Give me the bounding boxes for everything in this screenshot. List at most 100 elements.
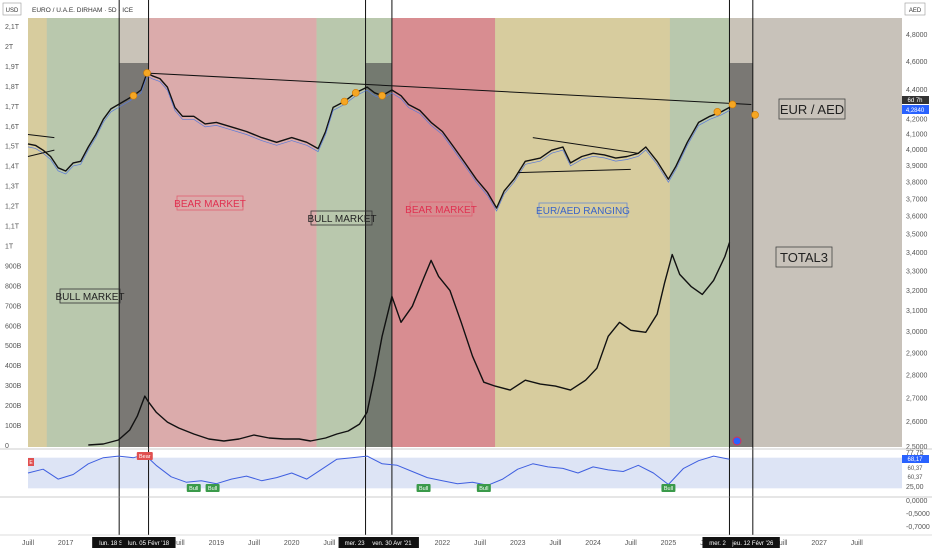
bull-signal-box-4: [661, 484, 676, 492]
bull-signal-box-3: [476, 484, 491, 492]
dark-zone-0: [119, 63, 149, 447]
x-axis-tick-6: Juill: [323, 540, 336, 547]
zone-bear-strong-4: [391, 18, 496, 447]
left-axis-tick-1: 2T: [5, 44, 14, 51]
bull-signal-label-3: Bull: [479, 486, 488, 492]
left-axis-tick-4: 1,7T: [5, 104, 20, 111]
edge-signal-box: [28, 458, 34, 466]
highlight-points: [129, 69, 759, 119]
zone-bear-2: [148, 18, 317, 447]
ranging-text: EUR/AED RANGING: [536, 206, 630, 217]
x-axis-tick-8: Juill: [474, 540, 487, 547]
rsi-axis-tick-1: 25,00: [906, 484, 924, 491]
bear-signal-label-0: Bear: [139, 454, 151, 460]
x-axis-tick-16: 2027: [811, 540, 827, 547]
date-marker-label-5: jeu. 12 Févr '26: [731, 541, 774, 547]
x-axis: Juill 2017 Juill 2019 Juill 2020 Juill 2022 Juil…: [0, 534, 932, 550]
x-axis-tick-4: Juill: [248, 540, 261, 547]
right-axis-tick-6: 3,9000: [906, 163, 928, 170]
rsi-axis: 77,75 25,00 0,0000 -0,5000 -0,7000: [0, 448, 932, 531]
right-axis-tick-8: 3,7000: [906, 196, 928, 203]
date-marker-label-3: ven. 30 Avr '21: [372, 541, 412, 547]
bull-market-text-2: BULL MARKET: [307, 214, 376, 225]
trendline-1: [532, 137, 639, 154]
x-axis-tick-2: Juill: [173, 540, 186, 547]
x-axis-tick-12: Juill: [625, 540, 638, 547]
right-axis-tick-10: 3,5000: [906, 231, 928, 238]
rsi-axis-tick-0: 77,75: [906, 450, 924, 457]
x-axis-tick-3: 2019: [209, 540, 225, 547]
x-axis-tick-5: 2020: [284, 540, 300, 547]
bear-market-text-2: BEAR MARKET: [405, 205, 477, 216]
right-axis-tick-7: 3,8000: [906, 180, 928, 187]
left-axis-tick-3: 1,8T: [5, 84, 20, 91]
x-axis-tick-13: 2025: [661, 540, 677, 547]
left-axis-tick-14: 700B: [5, 303, 22, 310]
x-axis-tick-11: 2024: [585, 540, 601, 547]
right-axis-tick-18: 2,7000: [906, 395, 928, 402]
dark-zone-1: [365, 63, 392, 447]
bear-market-label-2: BEAR MARKET: [405, 201, 477, 217]
dark-zones: [119, 63, 753, 447]
bull-signal-box-2: [416, 484, 431, 492]
left-axis-tick-9: 1,2T: [5, 204, 20, 211]
left-axis-tick-20: 100B: [5, 423, 22, 430]
alert-dot[interactable]: [732, 436, 742, 446]
left-axis-tick-19: 200B: [5, 403, 22, 410]
date-marker-box-3: [364, 537, 419, 548]
eur-aed-tag: 4,2840: [906, 108, 925, 114]
total3-tag-box: [902, 96, 929, 104]
bear-signal-box-0: [136, 452, 153, 460]
trendline-0: [144, 72, 752, 105]
x-axis-bg: [0, 535, 932, 550]
market-zones: [28, 18, 902, 535]
left-axis-tick-18: 300B: [5, 383, 22, 390]
date-marker-label-0: lun. 18 Sep '17: [99, 541, 140, 547]
left-axis: 2,1T 2T 1,9T 1,8T 1,7T 1,6T 1,5T 1,4T 1,3T 1,2T 1,…: [5, 24, 22, 450]
bull-market-label-2: BULL MARKET: [307, 210, 377, 226]
left-axis-tick-5: 1,6T: [5, 124, 20, 131]
rsi-tag-box-1: [902, 455, 929, 463]
right-currency-box[interactable]: [904, 2, 926, 16]
right-axis-tick-17: 2,8000: [906, 372, 928, 379]
right-axis-tick-16: 2,9000: [906, 350, 928, 357]
total3-text: TOTAL3: [780, 250, 828, 265]
bull-signal-label-4: Bull: [664, 486, 673, 492]
rsi-tag-1: 68,17: [907, 457, 923, 463]
highlight-point-0: [129, 91, 138, 100]
series-ma-0: [27, 75, 730, 212]
bull-signal-box-1: [205, 484, 220, 492]
ranging-label: EUR/AED RANGING: [536, 202, 630, 218]
price-tags: 6d 7h 4,2840 68,17 60,37 60,37: [902, 96, 929, 481]
bull-market-text-1: BULL MARKET: [55, 292, 124, 303]
left-axis-tick-12: 900B: [5, 263, 22, 270]
zone-neutral-5: [495, 18, 670, 447]
right-axis-tick-1: 4,6000: [906, 59, 928, 66]
date-marker-box-0: [92, 537, 147, 548]
right-axis-tick-15: 3,0000: [906, 329, 928, 336]
rsi-tag-3: 60,37: [907, 475, 923, 481]
x-axis-tick-7: 2022: [435, 540, 451, 547]
right-axis-tick-4: 4,1000: [906, 132, 928, 139]
symbol-title: EURO / U.A.E. DIRHAM · 5D · ICE: [32, 7, 134, 14]
right-axis-tick-3: 4,2000: [906, 116, 928, 123]
total3-tag: 6d 7h: [907, 98, 922, 104]
dark-zone-2: [729, 63, 753, 447]
left-axis-tick-13: 800B: [5, 283, 22, 290]
right-axis-tick-11: 3,4000: [906, 250, 928, 257]
zone-bull-1: [46, 18, 120, 447]
rsi-axis-tick-2: 0,0000: [906, 498, 928, 505]
eur-aed-text: EUR / AED: [780, 102, 844, 117]
left-currency-box[interactable]: [2, 2, 22, 16]
bull-signal-label-2: Bull: [419, 486, 428, 492]
rsi-signals: Bull Bull Bull Bull Bull Bear E: [28, 452, 676, 492]
left-axis-tick-6: 1,5T: [5, 144, 20, 151]
bull-market-label-1: BULL MARKET: [55, 288, 125, 304]
rsi-tag-2: 60,37: [907, 466, 923, 472]
left-axis-tick-8: 1,3T: [5, 184, 20, 191]
right-axis-tick-9: 3,6000: [906, 214, 928, 221]
right-axis-tick-12: 3,3000: [906, 269, 928, 276]
highlight-point-4: [378, 91, 386, 100]
left-axis-tick-17: 400B: [5, 363, 22, 370]
